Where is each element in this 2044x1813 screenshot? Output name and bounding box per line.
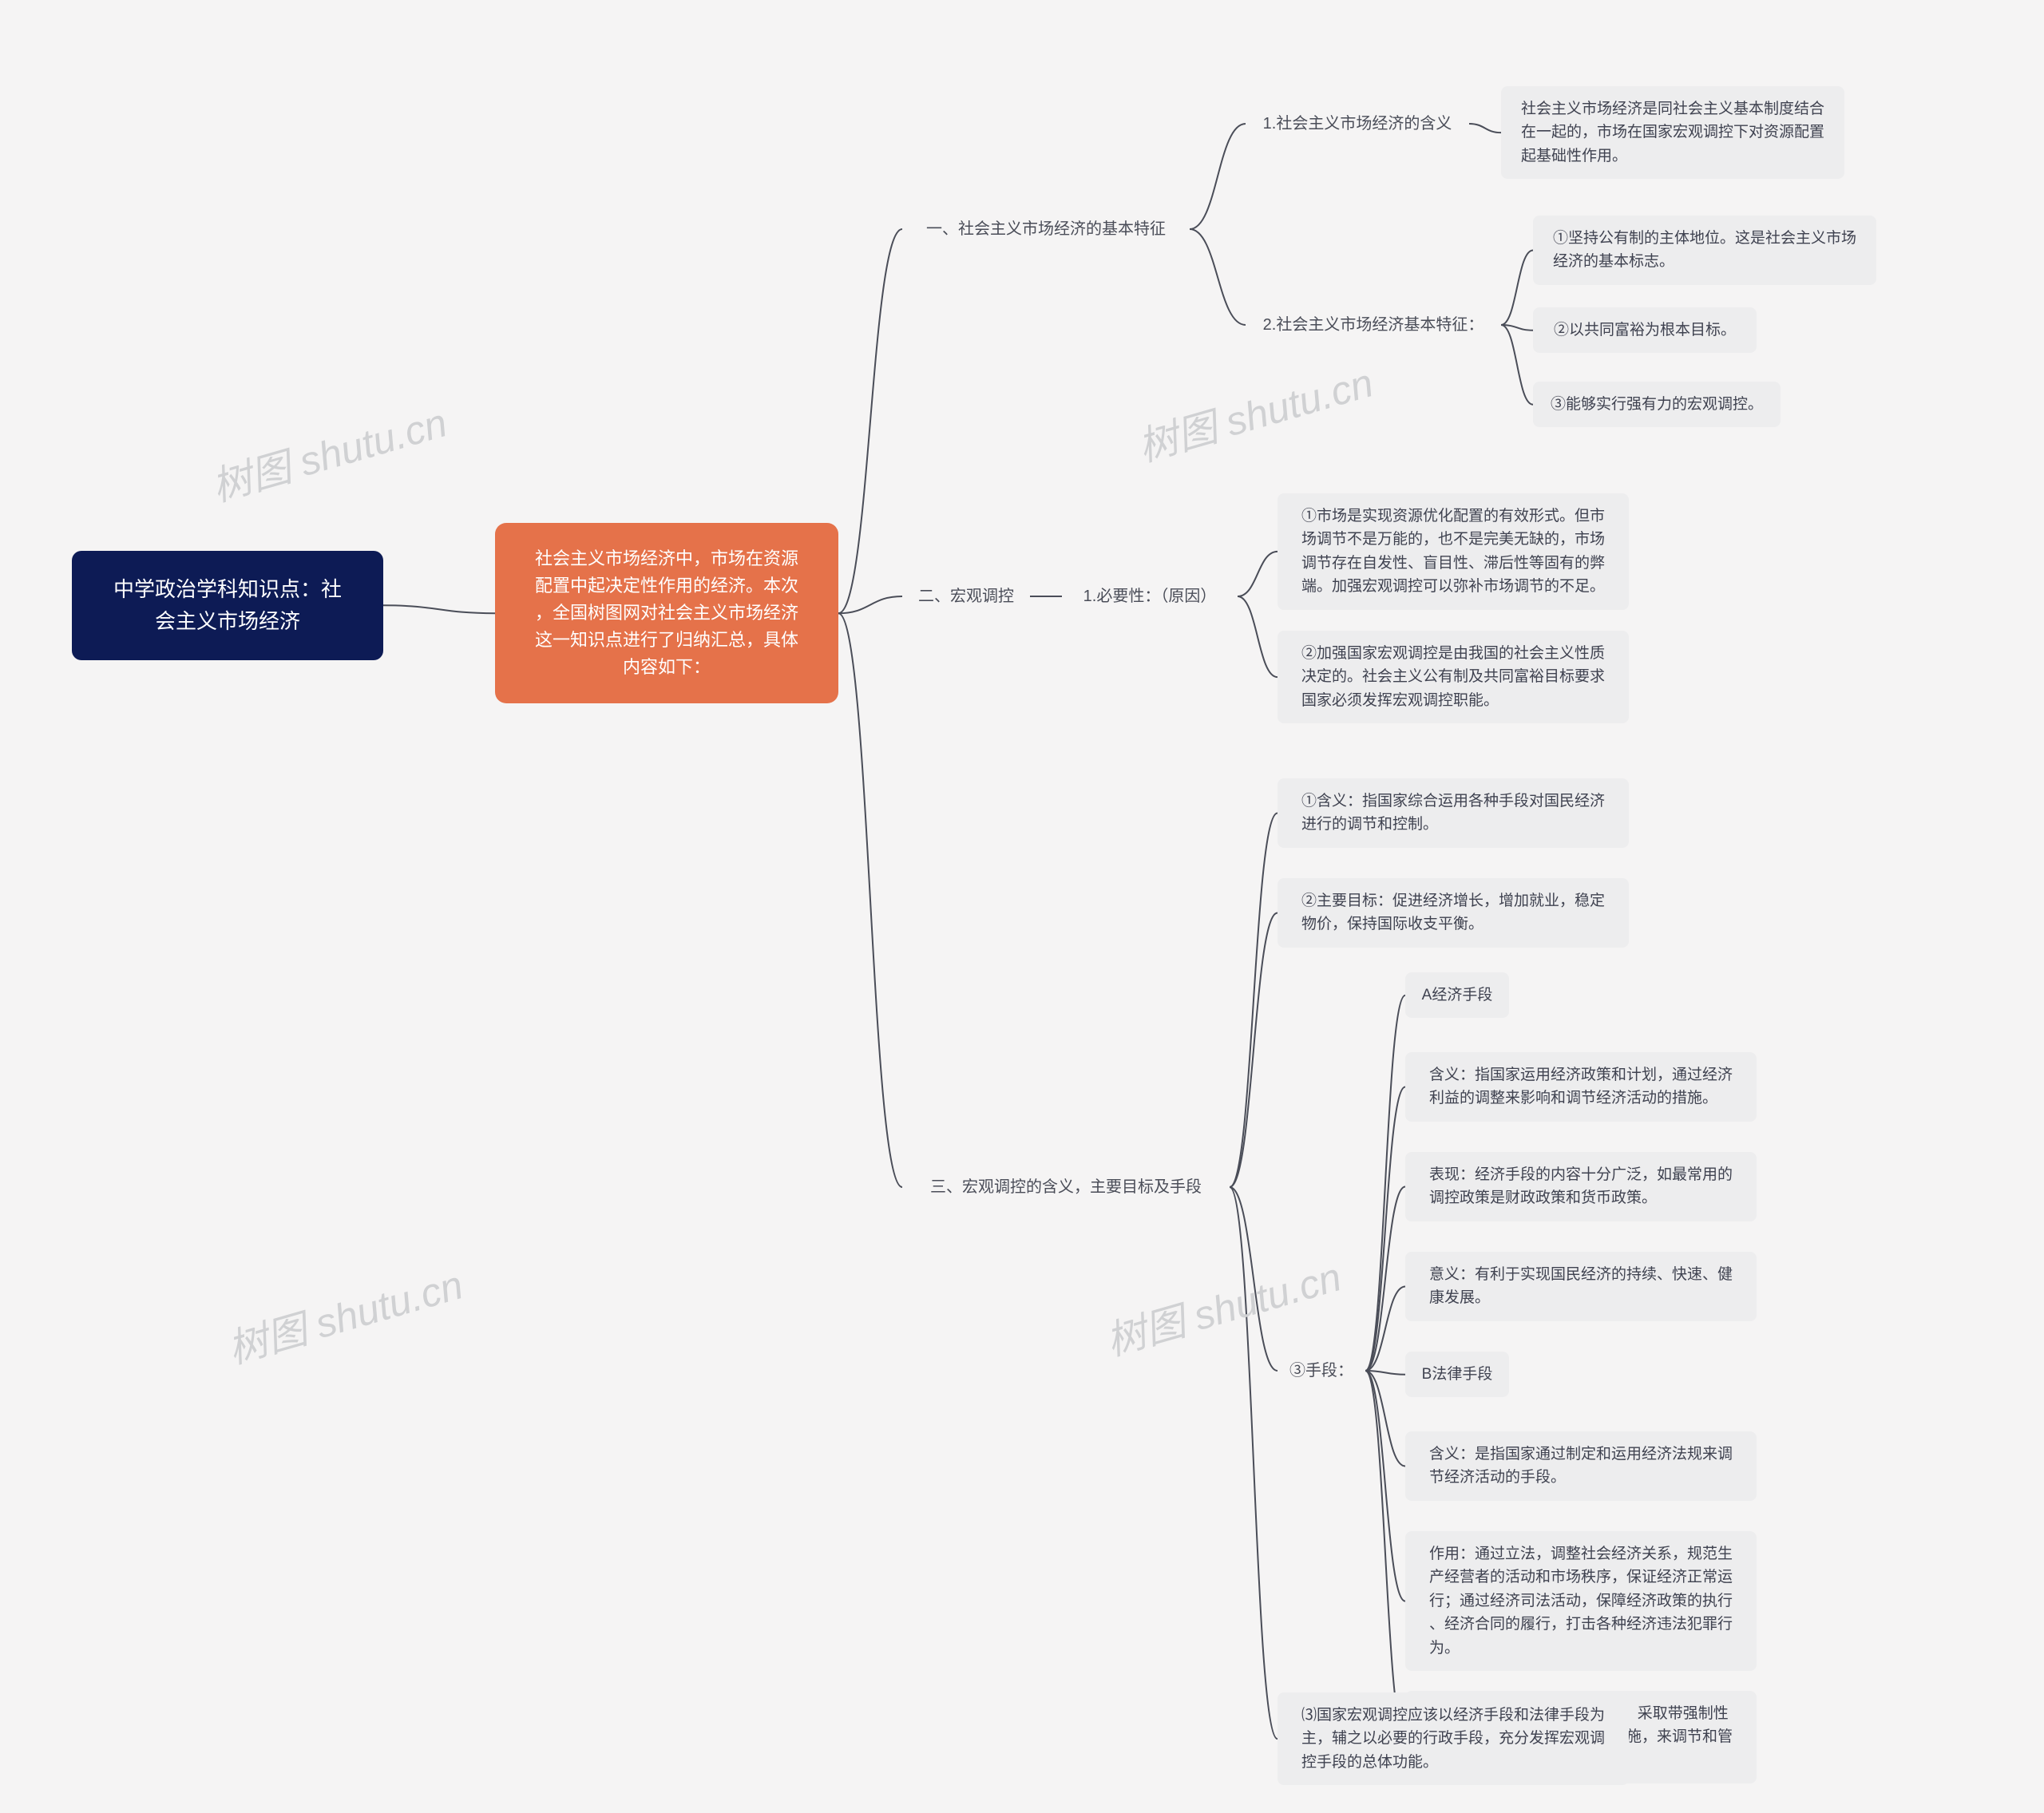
leaf-text: ①市场是实现资源优化配置的有效形式。但市场调节不是万能的，也不是完美无缺的，市场… — [1301, 505, 1605, 599]
watermark: 树图 shutu.cn — [220, 1253, 469, 1376]
leaf-text: ③能够实行强有力的宏观调控。 — [1551, 393, 1763, 416]
leaf-text: 含义：是指国家通过制定和运用经济法规来调节经济活动的手段。 — [1429, 1443, 1733, 1490]
leaf[interactable]: 意义：有利于实现国民经济的持续、快速、健康发展。 — [1405, 1252, 1757, 1321]
section-2-child-1[interactable]: 1.必要性：（原因） — [1062, 583, 1238, 610]
leaf[interactable]: ⑶国家宏观调控应该以经济手段和法律手段为主，辅之以必要的行政手段，充分发挥宏观调… — [1278, 1692, 1629, 1785]
leaf[interactable]: 表现：经济手段的内容十分广泛，如最常用的调控政策是财政政策和货币政策。 — [1405, 1152, 1757, 1221]
leaf[interactable]: 作用：通过立法，调整社会经济关系，规范生产经营者的活动和市场秩序，保证经济正常运… — [1405, 1531, 1757, 1671]
intro-text: 社会主义市场经济中，市场在资源配置中起决定性作用的经济。本次，全国树图网对社会主… — [535, 545, 798, 681]
section-2-label: 二、宏观调控 — [918, 584, 1014, 609]
leaf-text: ②加强国家宏观调控是由我国的社会主义性质决定的。社会主义公有制及共同富裕目标要求… — [1301, 642, 1605, 712]
root-label: 中学政治学科知识点：社会主义市场经济 — [113, 573, 342, 638]
section-1-child-2[interactable]: 2.社会主义市场经济基本特征： — [1246, 311, 1501, 338]
section-1[interactable]: 一、社会主义市场经济的基本特征 — [902, 216, 1190, 243]
section-1-child-1[interactable]: 1.社会主义市场经济的含义 — [1246, 110, 1469, 137]
leaf[interactable]: ③能够实行强有力的宏观调控。 — [1533, 382, 1781, 427]
leaf[interactable]: ②主要目标：促进经济增长，增加就业，稳定物价，保持国际收支平衡。 — [1278, 878, 1629, 948]
leaf[interactable]: ①含义：指国家综合运用各种手段对国民经济进行的调节和控制。 — [1278, 778, 1629, 848]
leaf[interactable]: 含义：是指国家通过制定和运用经济法规来调节经济活动的手段。 — [1405, 1431, 1757, 1501]
leaf-text: 含义：指国家运用经济政策和计划，通过经济利益的调整来影响和调节经济活动的措施。 — [1429, 1063, 1733, 1110]
leaf-text: ①坚持公有制的主体地位。这是社会主义市场经济的基本标志。 — [1553, 227, 1856, 274]
section-2-child-1-label: 1.必要性：（原因） — [1083, 584, 1217, 609]
section-1-child-2-label: 2.社会主义市场经济基本特征： — [1263, 313, 1484, 338]
leaf-text: 表现：经济手段的内容十分广泛，如最常用的调控政策是财政政策和货币政策。 — [1429, 1163, 1733, 1210]
leaf-text: ②以共同富裕为根本目标。 — [1554, 319, 1736, 342]
leaf[interactable]: A经济手段 — [1405, 972, 1509, 1018]
leaf[interactable]: 社会主义市场经济是同社会主义基本制度结合在一起的，市场在国家宏观调控下对资源配置… — [1501, 86, 1844, 179]
section-3-means-label: ③手段： — [1289, 1359, 1353, 1384]
section-3-label: 三、宏观调控的含义，主要目标及手段 — [930, 1175, 1202, 1200]
section-2[interactable]: 二、宏观调控 — [902, 583, 1030, 610]
leaf-text: A经济手段 — [1422, 984, 1493, 1007]
leaf-text: 意义：有利于实现国民经济的持续、快速、健康发展。 — [1429, 1263, 1733, 1310]
leaf-text: B法律手段 — [1422, 1363, 1493, 1386]
section-3[interactable]: 三、宏观调控的含义，主要目标及手段 — [902, 1174, 1230, 1201]
leaf-text: ②主要目标：促进经济增长，增加就业，稳定物价，保持国际收支平衡。 — [1301, 889, 1605, 936]
root-node[interactable]: 中学政治学科知识点：社会主义市场经济 — [72, 551, 383, 660]
watermark: 树图 shutu.cn — [1099, 1245, 1347, 1368]
leaf[interactable]: B法律手段 — [1405, 1352, 1509, 1397]
leaf[interactable]: ②加强国家宏观调控是由我国的社会主义性质决定的。社会主义公有制及共同富裕目标要求… — [1278, 631, 1629, 723]
intro-node[interactable]: 社会主义市场经济中，市场在资源配置中起决定性作用的经济。本次，全国树图网对社会主… — [495, 523, 838, 703]
section-1-child-1-label: 1.社会主义市场经济的含义 — [1263, 112, 1452, 137]
mindmap-canvas: 树图 shutu.cn 树图 shutu.cn 树图 shutu.cn 树图 s… — [0, 0, 2044, 1813]
leaf[interactable]: ①市场是实现资源优化配置的有效形式。但市场调节不是万能的，也不是完美无缺的，市场… — [1278, 493, 1629, 610]
leaf[interactable]: 含义：指国家运用经济政策和计划，通过经济利益的调整来影响和调节经济活动的措施。 — [1405, 1052, 1757, 1122]
section-1-label: 一、社会主义市场经济的基本特征 — [926, 217, 1166, 242]
leaf-text: 作用：通过立法，调整社会经济关系，规范生产经营者的活动和市场秩序，保证经济正常运… — [1429, 1542, 1733, 1660]
watermark: 树图 shutu.cn — [1131, 351, 1379, 473]
leaf-text: 社会主义市场经济是同社会主义基本制度结合在一起的，市场在国家宏观调控下对资源配置… — [1521, 97, 1824, 168]
leaf[interactable]: ①坚持公有制的主体地位。这是社会主义市场经济的基本标志。 — [1533, 216, 1876, 285]
watermark: 树图 shutu.cn — [204, 391, 453, 513]
section-3-means[interactable]: ③手段： — [1278, 1357, 1365, 1384]
leaf-text: ①含义：指国家综合运用各种手段对国民经济进行的调节和控制。 — [1301, 790, 1605, 837]
leaf[interactable]: ②以共同富裕为根本目标。 — [1533, 307, 1757, 353]
leaf-text: ⑶国家宏观调控应该以经济手段和法律手段为主，辅之以必要的行政手段，充分发挥宏观调… — [1301, 1704, 1605, 1774]
